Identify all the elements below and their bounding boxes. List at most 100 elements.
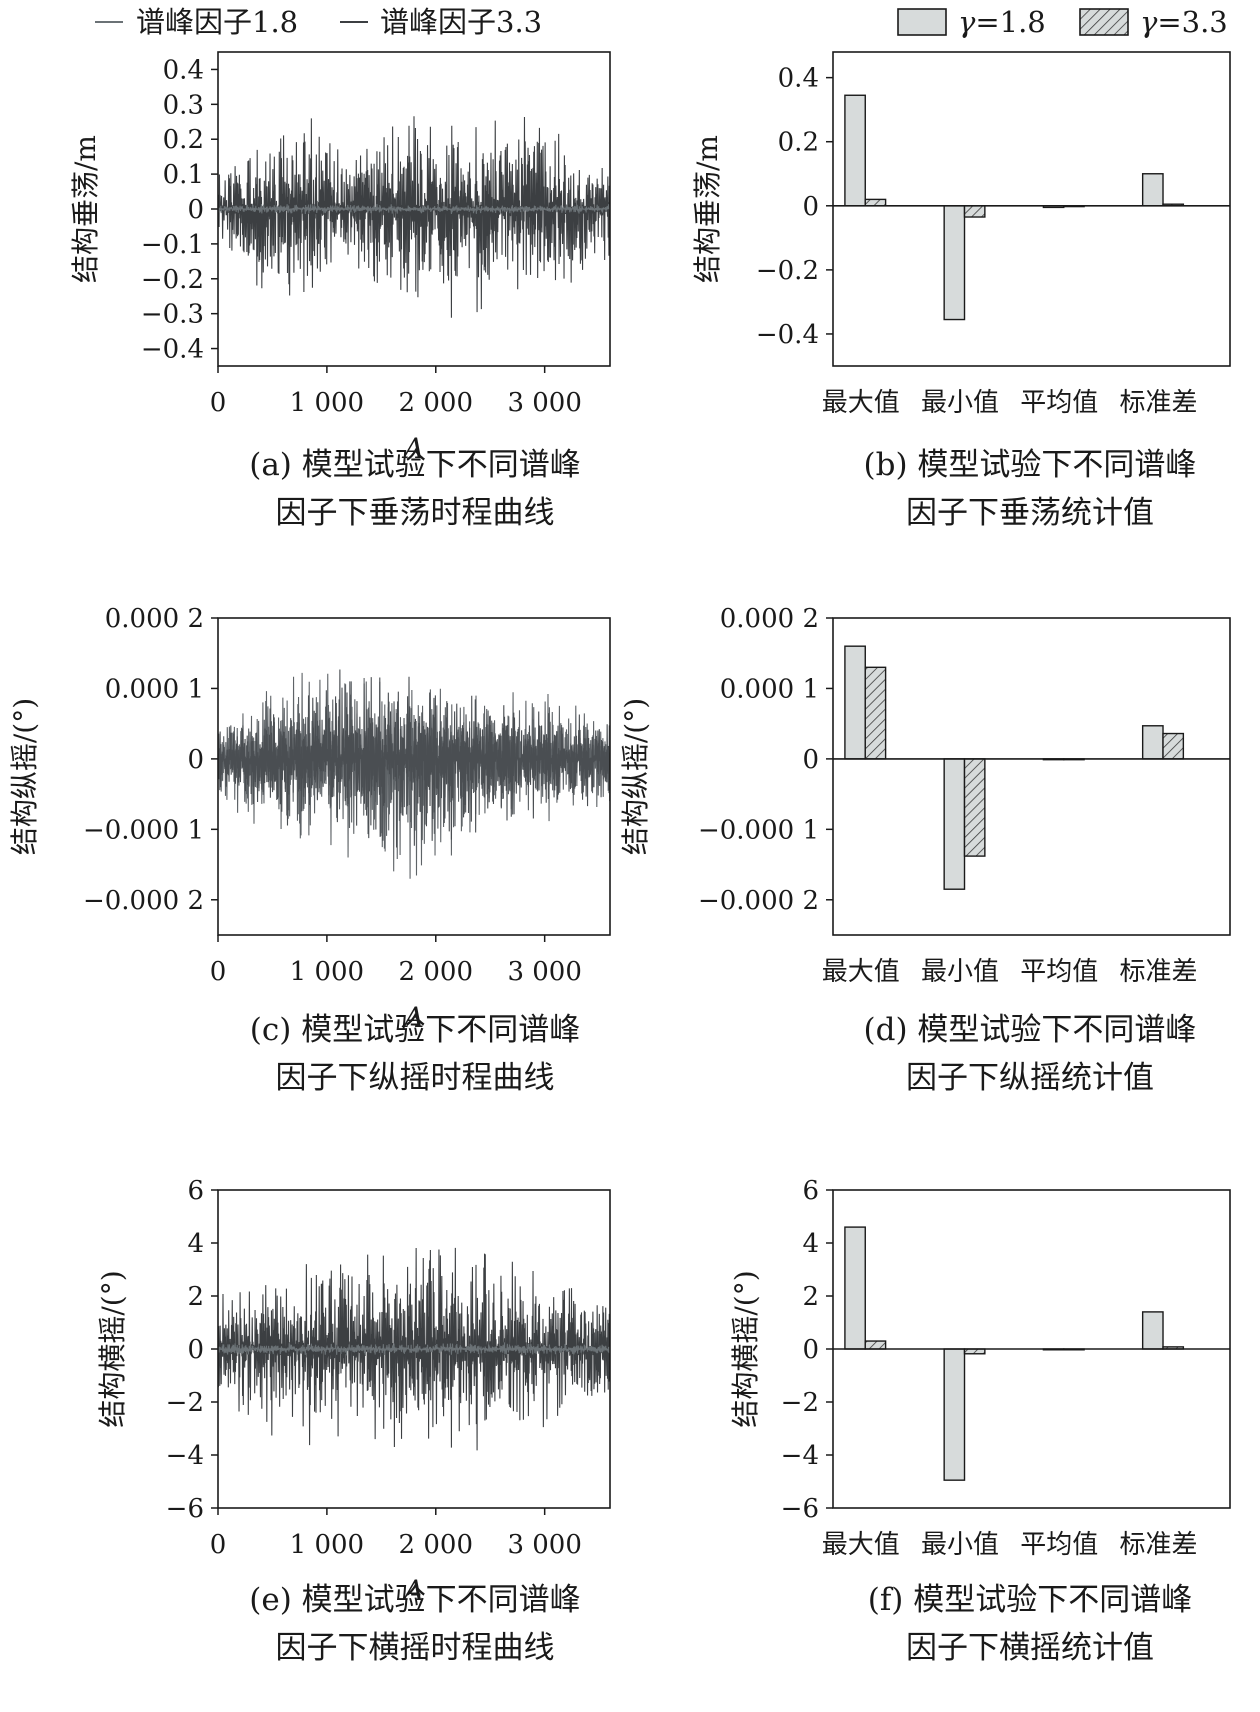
category-label-b-0: 最大值 [822,388,900,418]
legend-right: γ=1.8 γ=3.3 [897,5,1228,39]
bar-b-s1-3 [1141,173,1164,207]
y-tick-label-e-4: −2 [166,1388,204,1418]
caption-line1-c: (c) 模型试验下不同谱峰 [250,1012,580,1048]
bar-d-s1-1 [943,758,966,890]
y-tick-label-b-4: −0.4 [756,320,819,350]
x-tick-label-a-2: 2 000 [399,388,473,418]
y-tick-label-f-5: −4 [781,1441,819,1471]
y-axis-title-d: 结构纵摇/(°) [619,698,652,855]
category-label-d-3: 标准差 [1120,957,1198,987]
caption-line1-f: (f) 模型试验下不同谱峰 [868,1582,1193,1618]
y-tick-label-d-3: −0.000 1 [698,815,819,845]
y-axis-title-b: 结构垂荡/m [691,135,724,283]
category-label-b-2: 平均值 [1020,388,1098,418]
series-line-a-1 [218,116,610,318]
panel-f-roll-statistics: 最大值 最小值 平均值 标准差 6 4 2 0 −2 −4 −6 结构横摇/(°) (f) 模型试验下不… [729,1176,1231,1666]
axes-frame-b [832,51,1231,367]
y-tick-label-c-0: 0.000 2 [105,604,204,634]
x-axis-title-e: A [401,1574,424,1607]
x-tick-label-e-0: 0 [210,1530,227,1560]
x-axis-title-a: A [401,432,424,465]
series-line-a-2 [218,203,610,214]
y-tick-label-f-1: 4 [802,1229,819,1259]
y-tick-label-c-1: 0.000 1 [105,674,204,704]
y-axis-title-c: 结构纵摇/(°) [8,698,41,855]
caption-line2-e: 因子下横摇时程曲线 [276,1630,555,1666]
y-tick-label-d-1: 0.000 1 [720,674,819,704]
plot-area-a [218,116,610,318]
y-axis-title-a: 结构垂荡/m [69,135,102,283]
bar-b-s2-1 [963,205,986,218]
y-tick-label-a-6: −0.2 [141,265,204,295]
y-tick-label-f-6: −6 [781,1494,819,1524]
caption-line1-a: (a) 模型试验下不同谱峰 [249,447,581,483]
caption-line2-b: 因子下垂荡统计值 [906,495,1154,531]
panel-a-heave-time-history: 0 1 000 2 000 3 000 A 0.4 0.3 0.2 0.1 0 −0.1 −0.2 −0… [69,51,611,531]
y-tick-label-f-4: −2 [781,1388,819,1418]
category-label-b-3: 标准差 [1120,388,1198,418]
category-label-f-2: 平均值 [1020,1530,1098,1560]
panel-c-pitch-time-history: 0 1 000 2 000 3 000 A 0.000 2 0.000 1 0 −0.000 1… [8,604,611,1096]
bar-b-s1-0 [844,94,866,207]
y-tick-label-a-3: 0.1 [163,160,204,190]
y-tick-label-f-2: 2 [802,1282,819,1312]
y-tick-label-b-1: 0.2 [778,128,819,158]
bar-f-s2-0 [864,1340,887,1350]
x-tick-label-c-0: 0 [210,957,227,987]
y-tick-label-f-3: 0 [802,1335,819,1365]
x-tick-label-a-0: 0 [210,388,227,418]
x-axis-title-c: A [401,1001,424,1034]
bar-f-s1-1 [943,1348,966,1481]
legend-label-gamma-3-3: γ=3.3 [1140,5,1228,39]
y-tick-label-b-2: 0 [802,192,819,222]
legend-label-series-1: 谱峰因子1.8 [136,5,298,39]
bar-d-s2-3 [1162,732,1185,760]
x-tick-label-a-1: 1 000 [290,388,364,418]
y-tick-label-d-2: 0 [802,745,819,775]
bar-d-s1-3 [1141,725,1164,760]
category-label-d-1: 最小值 [921,957,999,987]
series-line-e-2 [218,1342,610,1356]
category-label-f-3: 标准差 [1120,1530,1198,1560]
x-tick-label-e-1: 1 000 [290,1530,364,1560]
y-tick-label-e-6: −6 [166,1494,204,1524]
y-tick-label-a-2: 0.2 [163,125,204,155]
y-tick-label-d-0: 0.000 2 [720,604,819,634]
plot-area-b [844,94,1185,321]
caption-line2-f: 因子下横摇统计值 [906,1630,1154,1666]
y-tick-label-e-5: −4 [166,1441,204,1471]
bar-b-s2-0 [864,198,887,207]
y-tick-label-c-4: −0.000 2 [83,886,204,916]
category-label-d-0: 最大值 [822,957,900,987]
x-tick-label-c-3: 3 000 [507,957,581,987]
category-label-f-0: 最大值 [822,1530,900,1560]
y-tick-label-e-0: 6 [187,1176,204,1206]
panel-e-roll-time-history: 0 1 000 2 000 3 000 A 6 4 2 0 −2 −4 −6 结构横摇/(°) (e) 模… [96,1176,611,1666]
axes-frame-d [832,617,1231,936]
caption-line2-c: 因子下纵摇时程曲线 [276,1060,555,1096]
caption-line2-a: 因子下垂荡时程曲线 [276,495,555,531]
y-tick-label-d-4: −0.000 2 [698,886,819,916]
bar-f-s1-3 [1141,1311,1164,1350]
legend-swatch-gamma-3-3 [1079,8,1129,36]
x-tick-label-a-3: 3 000 [507,388,581,418]
legend-label-gamma-1-8: γ=1.8 [958,5,1046,39]
legend-swatch-gamma-1-8 [897,8,947,36]
axes-frame-c [217,617,611,936]
caption-line1-b: (b) 模型试验下不同谱峰 [864,447,1197,483]
bar-d-s2-0 [864,666,887,760]
plot-area-f [844,1226,1185,1481]
bar-f-s1-0 [844,1226,866,1350]
bar-d-s2-1 [963,758,986,857]
series-line-c-2 [218,669,610,848]
x-tick-label-e-2: 2 000 [399,1530,473,1560]
y-tick-label-b-3: −0.2 [756,256,819,286]
y-tick-label-f-0: 6 [802,1176,819,1206]
y-tick-label-a-4: 0 [187,195,204,225]
y-tick-label-a-7: −0.3 [141,300,204,330]
plot-area-d [844,645,1185,890]
caption-line2-d: 因子下纵摇统计值 [906,1060,1154,1096]
y-tick-label-c-3: −0.000 1 [83,815,204,845]
y-tick-label-e-2: 2 [187,1282,204,1312]
